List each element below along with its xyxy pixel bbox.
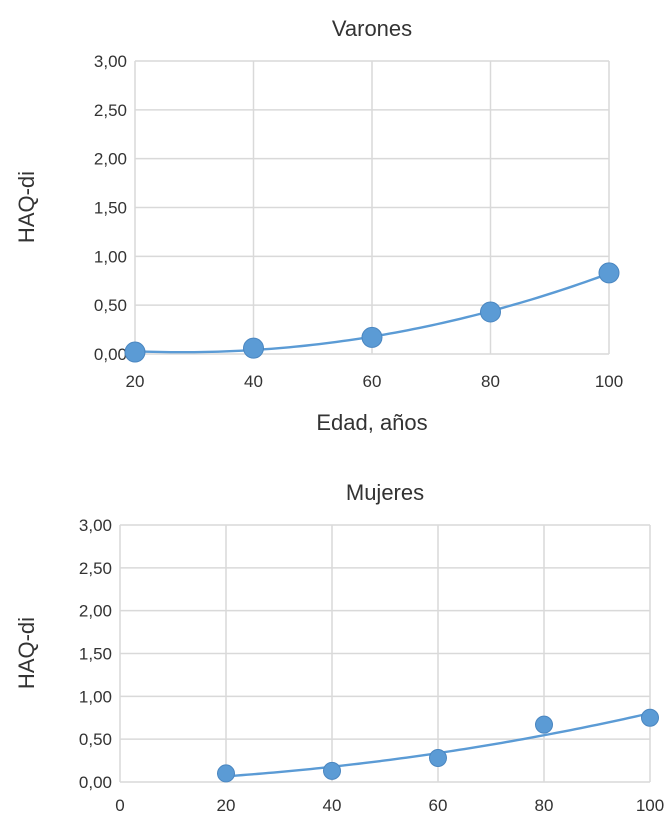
y-tick-label: 1,50 (79, 645, 112, 664)
x-tick-label: 40 (323, 796, 342, 815)
data-point (598, 262, 620, 284)
x-tick-label: 100 (636, 796, 664, 815)
data-point (429, 749, 447, 768)
y-tick-label: 1,00 (94, 247, 127, 266)
x-tick-label: 60 (429, 796, 448, 815)
y-tick-label: 0,00 (94, 345, 127, 364)
data-point (243, 337, 264, 359)
y-tick-label: 0,00 (79, 773, 112, 792)
chart-mujeres: Mujeres 0,00 0,50 1,00 1,50 2,00 2,50 3,00 0 20 40… (14, 480, 664, 815)
y-tick-label: 2,00 (94, 150, 127, 169)
y-tick-label: 2,50 (94, 101, 127, 120)
y-tick-label: 3,00 (94, 52, 127, 71)
data-point (480, 301, 501, 323)
data-point (124, 341, 146, 363)
x-tick-label: 100 (595, 372, 623, 391)
y-tick-label: 2,50 (79, 559, 112, 578)
x-tick-label: 0 (115, 796, 124, 815)
x-tick-label: 20 (217, 796, 236, 815)
chart-varones: Varones 0,00 0,50 1,00 1,50 2,00 2,50 3,00 20 40 6… (14, 16, 623, 435)
y-tick-label: 0,50 (94, 296, 127, 315)
x-tick-label: 20 (126, 372, 145, 391)
y-tick-label: 2,00 (79, 602, 112, 621)
y-axis-label: HAQ-di (14, 171, 39, 243)
x-tick-label: 80 (481, 372, 500, 391)
y-tick-label: 1,00 (79, 687, 112, 706)
y-tick-label: 1,50 (94, 199, 127, 218)
data-point (361, 326, 383, 348)
y-axis-label: HAQ-di (14, 617, 39, 689)
chart-title: Mujeres (346, 480, 424, 505)
y-tick-label: 3,00 (79, 516, 112, 535)
x-tick-label: 60 (363, 372, 382, 391)
y-tick-label: 0,50 (79, 730, 112, 749)
data-point (323, 761, 341, 780)
chart-title: Varones (332, 16, 412, 41)
x-tick-label: 80 (535, 796, 554, 815)
data-point (217, 764, 235, 783)
x-axis-label: Edad, años (316, 410, 427, 435)
x-tick-label: 40 (244, 372, 263, 391)
data-point (641, 708, 659, 727)
data-point (535, 715, 553, 734)
